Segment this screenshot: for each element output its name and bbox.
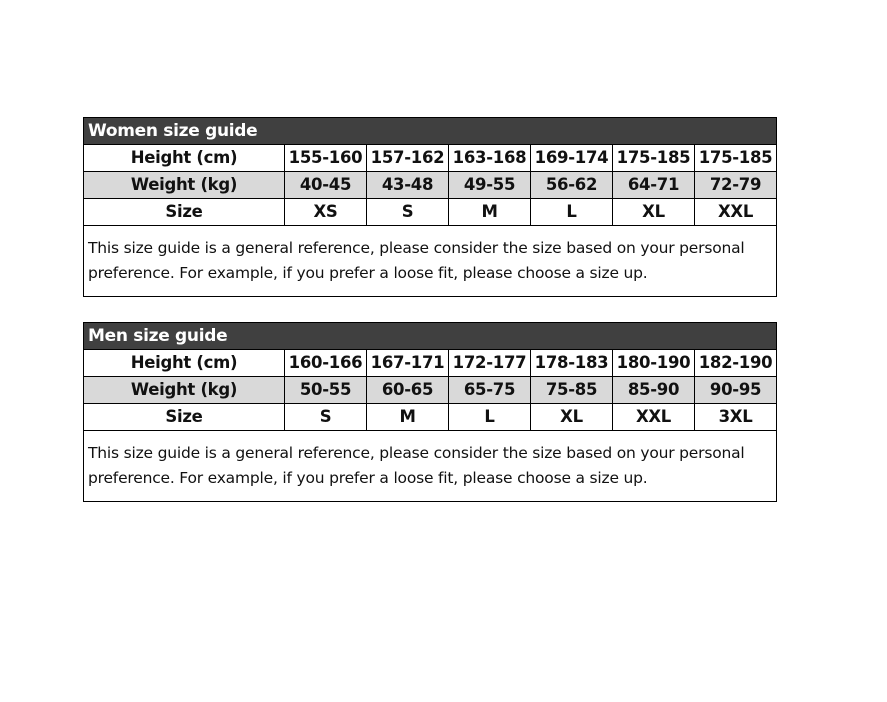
table-cell: 182-190 (693, 349, 778, 377)
table-row: Weight (kg) 50-55 60-65 65-75 75-85 85-90 90-9… (83, 376, 778, 404)
table-cell: XL (612, 198, 695, 226)
table-cell: 40-45 (284, 171, 367, 199)
table-row: Size XS S M L XL XXL (83, 198, 778, 226)
table-cell: L (530, 198, 613, 226)
size-note: This size guide is a general reference, … (82, 225, 778, 297)
men-size-guide: Men size guide Height (cm) 160-166 167-171 1… (82, 322, 778, 502)
row-label: Weight (kg) (83, 171, 285, 199)
table-cell: 72-79 (693, 171, 778, 199)
table-row: Height (cm) 160-166 167-171 172-177 178-183 1… (83, 349, 778, 377)
table-cell: M (448, 198, 531, 226)
table-cell: XXL (612, 403, 695, 431)
row-label: Size (83, 198, 285, 226)
table-cell: XS (284, 198, 367, 226)
table-cell: 75-85 (530, 376, 613, 404)
table-cell: 43-48 (366, 171, 449, 199)
table-cell: 180-190 (612, 349, 695, 377)
row-label: Height (cm) (83, 144, 285, 172)
table-cell: L (448, 403, 531, 431)
table-cell: 175-185 (693, 144, 778, 172)
table-cell: 90-95 (693, 376, 778, 404)
note-row: This size guide is a general reference, … (82, 430, 778, 502)
table-cell: 85-90 (612, 376, 695, 404)
table-cell: 60-65 (366, 376, 449, 404)
table-cell: 157-162 (366, 144, 449, 172)
table-cell: 172-177 (448, 349, 531, 377)
table-cell: 163-168 (448, 144, 531, 172)
table-cell: 50-55 (284, 376, 367, 404)
table-cell: 49-55 (448, 171, 531, 199)
size-note: This size guide is a general reference, … (82, 430, 778, 502)
women-size-guide: Women size guide Height (cm) 155-160 157-16… (82, 117, 778, 297)
table-cell: 65-75 (448, 376, 531, 404)
table-cell: S (366, 198, 449, 226)
table-cell: 167-171 (366, 349, 449, 377)
table-title: Men size guide (82, 322, 778, 350)
table-row: Size S M L XL XXL 3XL (83, 403, 778, 431)
table-cell: S (284, 403, 367, 431)
table-cell: XXL (693, 198, 778, 226)
men-size-table: Men size guide Height (cm) 160-166 167-171 1… (82, 322, 778, 502)
table-cell: 178-183 (530, 349, 613, 377)
table-row: Weight (kg) 40-45 43-48 49-55 56-62 64-71 72-7… (83, 171, 778, 199)
table-row: Height (cm) 155-160 157-162 163-168 169-174 1… (83, 144, 778, 172)
row-label: Weight (kg) (83, 376, 285, 404)
table-title: Women size guide (82, 117, 778, 145)
table-cell: M (366, 403, 449, 431)
row-label: Height (cm) (83, 349, 285, 377)
table-cell: 155-160 (284, 144, 367, 172)
note-row: This size guide is a general reference, … (82, 225, 778, 297)
table-cell: 56-62 (530, 171, 613, 199)
table-cell: 3XL (693, 403, 778, 431)
row-label: Size (83, 403, 285, 431)
women-size-table: Women size guide Height (cm) 155-160 157-16… (82, 117, 778, 297)
title-row: Women size guide (82, 117, 778, 145)
title-row: Men size guide (82, 322, 778, 350)
table-cell: 64-71 (612, 171, 695, 199)
table-cell: 169-174 (530, 144, 613, 172)
table-cell: XL (530, 403, 613, 431)
table-cell: 160-166 (284, 349, 367, 377)
table-cell: 175-185 (612, 144, 695, 172)
